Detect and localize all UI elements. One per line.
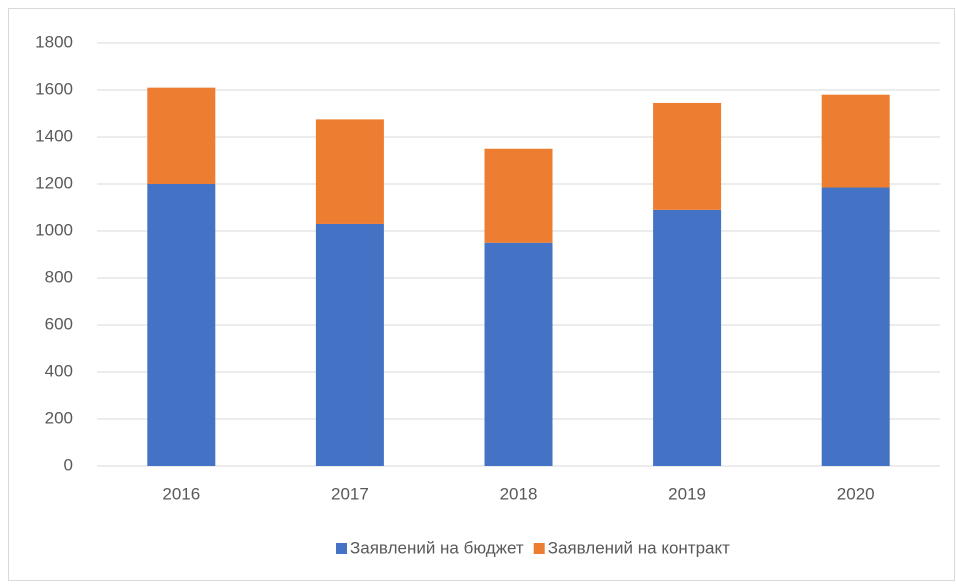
y-tick-label: 1800 — [35, 32, 73, 51]
legend-swatch — [336, 543, 347, 554]
bar-segment — [147, 87, 216, 184]
x-tick-label: 2018 — [500, 484, 538, 503]
bar-segment — [315, 223, 384, 466]
legend-label: Заявлений на контракт — [548, 538, 730, 557]
x-tick-label: 2020 — [837, 484, 875, 503]
y-tick-label: 400 — [45, 361, 73, 380]
bar-segment — [484, 148, 553, 243]
bar-segment — [653, 102, 722, 210]
bar-segment — [147, 184, 216, 466]
y-tick-label: 1200 — [35, 173, 73, 192]
y-tick-label: 1000 — [35, 220, 73, 239]
bar-segment — [484, 242, 553, 466]
y-tick-label: 200 — [45, 408, 73, 427]
legend-label: Заявлений на бюджет — [350, 538, 524, 557]
y-tick-label: 1400 — [35, 126, 73, 145]
y-tick-label: 0 — [64, 455, 73, 474]
x-tick-label: 2019 — [668, 484, 706, 503]
y-tick-label: 600 — [45, 314, 73, 333]
x-tick-label: 2017 — [331, 484, 369, 503]
bar-segment — [821, 94, 890, 188]
bar-segment — [653, 209, 722, 466]
x-tick-label: 2016 — [162, 484, 200, 503]
bar-segment — [315, 119, 384, 224]
bar-segment — [821, 187, 890, 466]
y-tick-label: 1600 — [35, 79, 73, 98]
legend-swatch — [533, 543, 545, 554]
y-tick-label: 800 — [45, 267, 73, 286]
